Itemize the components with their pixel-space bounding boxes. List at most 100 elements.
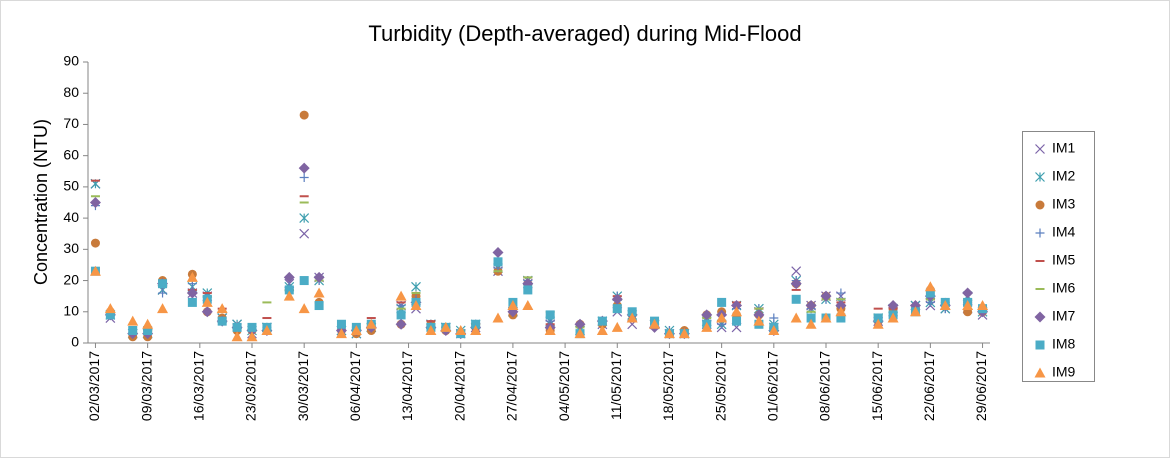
point: [939, 300, 951, 311]
point: [232, 322, 242, 332]
point: [335, 328, 347, 339]
x-tick-label: 16/03/2017: [191, 351, 207, 421]
x-tick-label: 18/05/2017: [660, 351, 676, 421]
legend-label: IM6: [1052, 280, 1076, 296]
point: [805, 300, 817, 312]
point: [128, 326, 138, 336]
y-tick-label: 70: [63, 115, 79, 131]
chart-title: Turbidity (Depth-averaged) during Mid-Fl…: [368, 21, 801, 46]
point: [717, 297, 727, 307]
point: [611, 321, 623, 332]
y-tick-label: 50: [63, 178, 79, 194]
point: [216, 303, 228, 314]
legend-label: IM9: [1052, 364, 1076, 380]
point: [596, 325, 608, 336]
point: [187, 297, 197, 307]
legend-label: IM3: [1052, 196, 1076, 212]
x-tick-label: 13/04/2017: [399, 351, 415, 421]
point: [314, 301, 324, 311]
point: [522, 300, 534, 311]
x-tick-label: 15/06/2017: [869, 351, 885, 421]
point: [246, 331, 258, 342]
point: [701, 321, 713, 332]
point: [127, 315, 139, 326]
point: [925, 288, 935, 298]
point: [158, 279, 168, 289]
point: [89, 265, 101, 276]
point: [769, 313, 779, 323]
point: [492, 312, 504, 323]
point: [231, 331, 243, 342]
y-tick-label: 30: [63, 240, 79, 256]
legend-marker: [1035, 340, 1045, 350]
point: [299, 228, 310, 239]
point: [820, 290, 832, 302]
legend-label: IM1: [1052, 140, 1076, 156]
point: [470, 325, 482, 336]
point: [731, 300, 743, 312]
x-tick-label: 09/03/2017: [138, 351, 154, 421]
point: [732, 316, 742, 326]
x-tick-label: 06/04/2017: [347, 351, 363, 421]
point: [887, 312, 899, 323]
point: [336, 319, 346, 329]
legend-marker: [1035, 200, 1045, 210]
x-tick-label: 27/04/2017: [504, 351, 520, 421]
point: [753, 309, 765, 321]
x-tick-label: 30/03/2017: [295, 351, 311, 421]
point: [492, 246, 504, 258]
point: [89, 197, 101, 208]
point: [471, 319, 481, 329]
point: [612, 304, 622, 314]
point: [753, 315, 765, 326]
point: [962, 287, 974, 299]
point: [350, 325, 362, 336]
point: [299, 173, 309, 183]
point: [201, 296, 213, 307]
point: [977, 300, 989, 311]
y-tick-label: 10: [63, 302, 79, 318]
point: [411, 281, 421, 292]
point: [887, 300, 899, 312]
point: [143, 326, 153, 336]
point: [649, 318, 661, 329]
x-tick-label: 25/05/2017: [712, 351, 728, 421]
point: [790, 278, 802, 290]
y-axis-label: Concentration (NTU): [31, 119, 51, 285]
x-tick-label: 11/05/2017: [608, 351, 624, 420]
point: [217, 316, 227, 326]
point: [493, 257, 503, 267]
point: [105, 310, 115, 320]
point: [768, 325, 780, 336]
point: [731, 306, 743, 317]
point: [791, 266, 802, 277]
legend-label: IM8: [1052, 336, 1076, 352]
point: [201, 306, 213, 318]
x-tick-label: 29/06/2017: [973, 351, 989, 421]
point: [395, 318, 407, 330]
point: [545, 310, 555, 320]
point: [298, 303, 310, 314]
point: [396, 310, 406, 320]
point: [872, 318, 884, 329]
point: [597, 316, 607, 326]
point: [806, 313, 816, 323]
x-tick-label: 01/06/2017: [765, 351, 781, 421]
legend-label: IM5: [1052, 252, 1076, 268]
point: [455, 325, 467, 336]
point: [924, 281, 936, 292]
point: [820, 312, 832, 323]
point: [395, 290, 407, 301]
point: [836, 313, 846, 323]
x-tick-label: 22/06/2017: [921, 351, 937, 421]
legend-marker: [1034, 367, 1046, 378]
point: [805, 318, 817, 329]
y-tick-label: 0: [71, 334, 79, 350]
legend-marker: [1035, 228, 1045, 238]
point: [284, 285, 294, 295]
point: [186, 271, 198, 282]
point: [523, 285, 533, 295]
y-tick-label: 60: [63, 146, 79, 162]
point: [873, 313, 883, 323]
